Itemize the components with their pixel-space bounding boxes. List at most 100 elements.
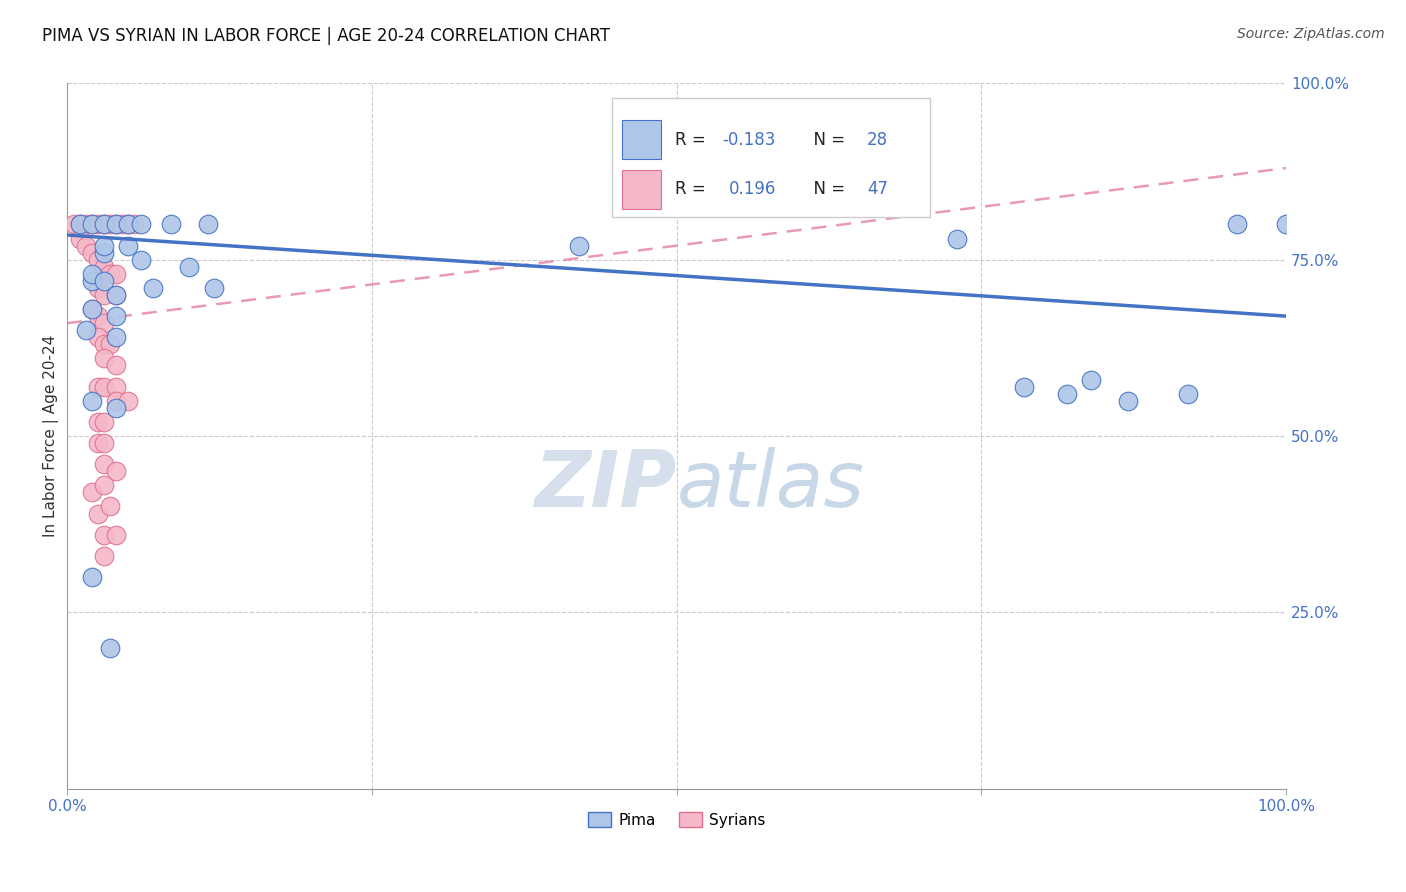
Point — [93, 549, 115, 563]
Point — [87, 415, 110, 429]
Point — [87, 309, 110, 323]
Point — [105, 288, 128, 302]
Point — [124, 218, 146, 232]
Text: Source: ZipAtlas.com: Source: ZipAtlas.com — [1237, 27, 1385, 41]
Point — [87, 252, 110, 267]
Point — [69, 218, 91, 232]
Point — [142, 281, 165, 295]
Point — [568, 238, 591, 252]
Point — [105, 309, 128, 323]
Point — [93, 527, 115, 541]
Legend: Pima, Syrians: Pima, Syrians — [582, 805, 772, 834]
Point — [117, 218, 139, 232]
Point — [1226, 218, 1249, 232]
Text: -0.183: -0.183 — [721, 131, 775, 149]
Point — [1177, 386, 1199, 401]
Point — [93, 218, 115, 232]
Point — [93, 478, 115, 492]
Text: R =: R = — [675, 180, 711, 198]
Point — [946, 231, 969, 245]
Point — [75, 238, 97, 252]
Point — [93, 436, 115, 450]
Text: 47: 47 — [866, 180, 887, 198]
Point — [87, 281, 110, 295]
Point — [87, 218, 110, 232]
Point — [80, 485, 103, 500]
Point — [93, 457, 115, 471]
Point — [197, 218, 219, 232]
Point — [105, 218, 128, 232]
Point — [129, 252, 152, 267]
Point — [179, 260, 201, 274]
Point — [160, 218, 183, 232]
Point — [1275, 218, 1298, 232]
Point — [80, 570, 103, 584]
Text: N =: N = — [803, 131, 851, 149]
Point — [1116, 393, 1139, 408]
Text: N =: N = — [803, 180, 851, 198]
Point — [93, 415, 115, 429]
Point — [98, 640, 121, 655]
Point — [111, 218, 134, 232]
Point — [93, 260, 115, 274]
Point — [105, 288, 128, 302]
Point — [98, 500, 121, 514]
Point — [105, 330, 128, 344]
Point — [98, 267, 121, 281]
Point — [93, 316, 115, 330]
Text: R =: R = — [675, 131, 711, 149]
Point — [105, 527, 128, 541]
Point — [69, 231, 91, 245]
Text: PIMA VS SYRIAN IN LABOR FORCE | AGE 20-24 CORRELATION CHART: PIMA VS SYRIAN IN LABOR FORCE | AGE 20-2… — [42, 27, 610, 45]
Point — [87, 436, 110, 450]
Point — [1080, 373, 1102, 387]
Y-axis label: In Labor Force | Age 20-24: In Labor Force | Age 20-24 — [44, 334, 59, 537]
Point — [75, 323, 97, 337]
Point — [80, 393, 103, 408]
Point — [80, 267, 103, 281]
Text: 28: 28 — [866, 131, 889, 149]
Point — [117, 218, 139, 232]
Point — [105, 464, 128, 478]
Point — [117, 238, 139, 252]
Point — [105, 218, 128, 232]
Point — [93, 379, 115, 393]
Point — [1012, 379, 1035, 393]
Point — [105, 393, 128, 408]
Point — [80, 218, 103, 232]
Point — [80, 301, 103, 316]
Point — [98, 218, 121, 232]
Point — [117, 393, 139, 408]
Point — [80, 301, 103, 316]
Point — [93, 238, 115, 252]
FancyBboxPatch shape — [612, 97, 931, 218]
Point — [93, 245, 115, 260]
Point — [80, 274, 103, 288]
Point — [202, 281, 225, 295]
Point — [75, 218, 97, 232]
Point — [87, 507, 110, 521]
Point — [80, 245, 103, 260]
Bar — [621, 169, 661, 209]
Point — [93, 274, 115, 288]
Bar — [621, 120, 661, 160]
Point — [98, 337, 121, 351]
Text: 0.196: 0.196 — [730, 180, 776, 198]
Point — [129, 218, 152, 232]
Point — [105, 267, 128, 281]
Point — [69, 218, 91, 232]
Point — [62, 218, 84, 232]
Point — [87, 330, 110, 344]
Point — [93, 288, 115, 302]
Text: atlas: atlas — [676, 448, 865, 524]
Point — [105, 359, 128, 373]
Point — [87, 379, 110, 393]
Text: ZIP: ZIP — [534, 448, 676, 524]
Point — [811, 189, 834, 203]
Point — [1056, 386, 1078, 401]
Point — [105, 379, 128, 393]
Point — [93, 218, 115, 232]
Point — [93, 337, 115, 351]
Point — [93, 351, 115, 366]
Point — [80, 218, 103, 232]
